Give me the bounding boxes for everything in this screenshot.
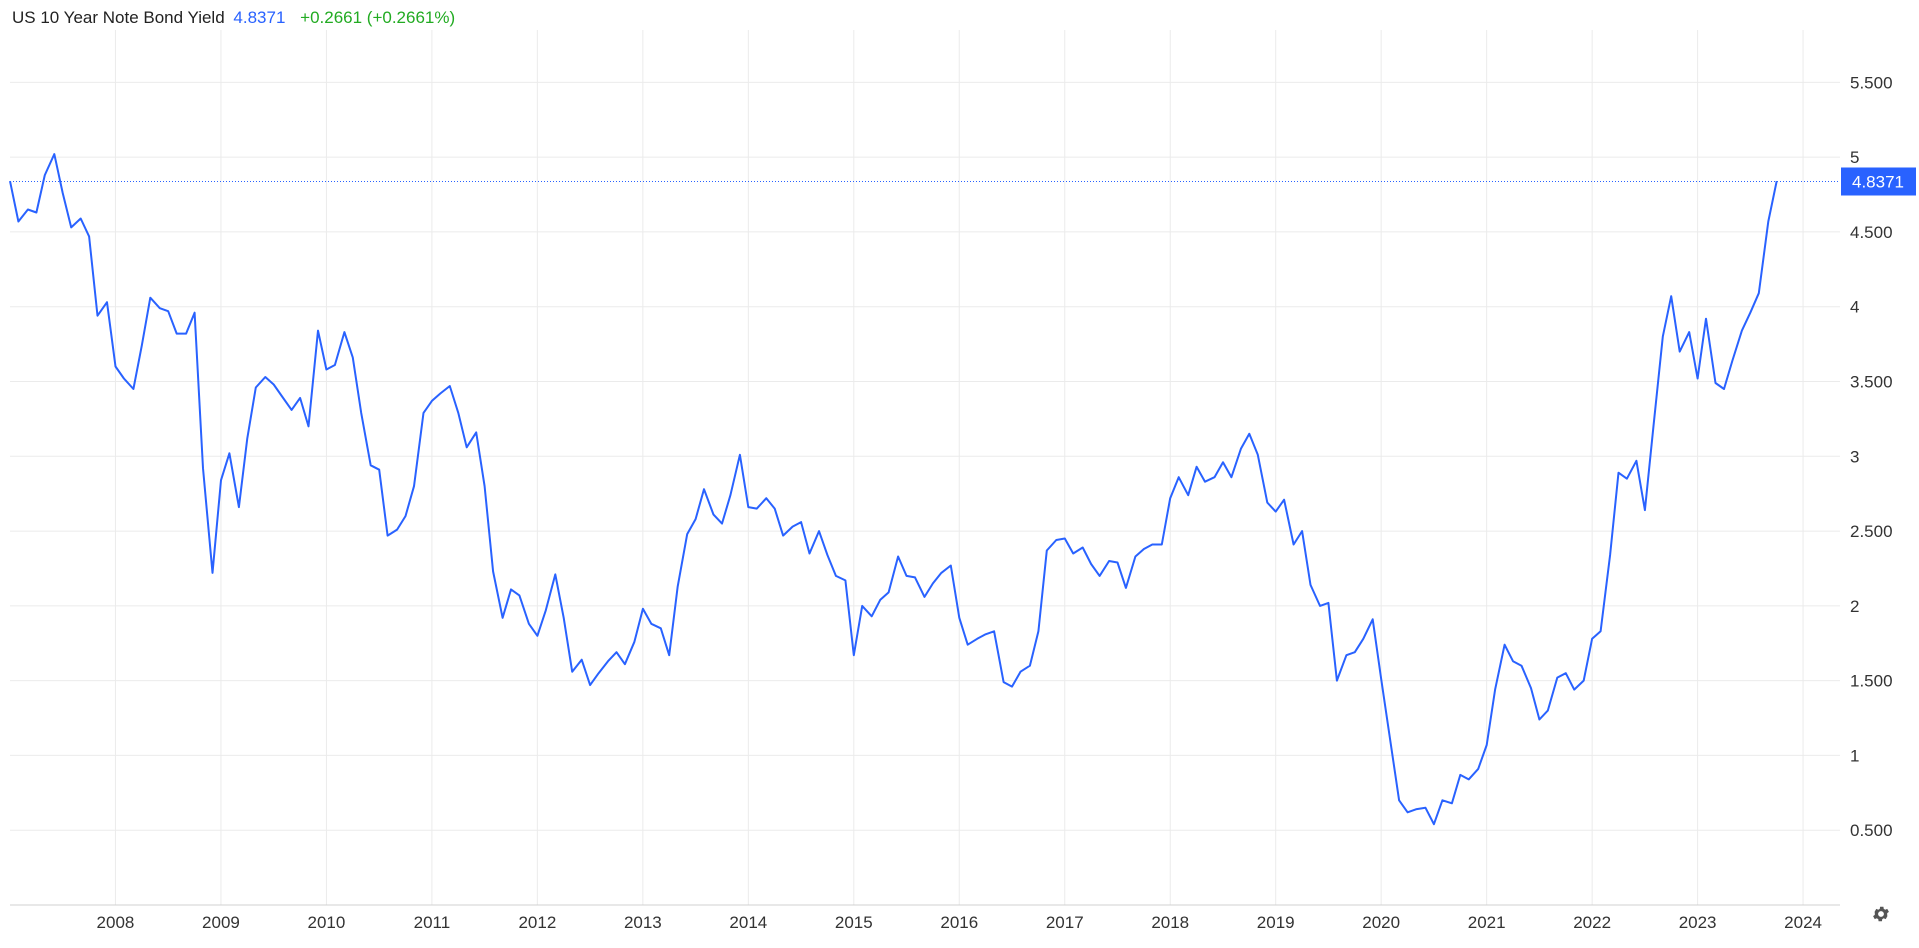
x-tick-label: 2018 [1151,913,1189,932]
y-tick-label: 2 [1850,597,1859,616]
grid-lines [10,30,1840,905]
change-value: +0.2661 (+0.2661%) [300,8,456,27]
settings-button[interactable] [1867,900,1895,928]
x-tick-label: 2009 [202,913,240,932]
series-layer [9,153,1778,826]
chart-title: US 10 Year Note Bond Yield [12,8,225,27]
x-tick-label: 2013 [624,913,662,932]
last-value-marker: 4.8371 [10,167,1916,196]
x-tick-label: 2011 [414,913,451,932]
y-tick-label: 5.500 [1850,73,1893,92]
x-tick-label: 2022 [1573,913,1611,932]
series-line [9,153,1778,826]
y-tick-label: 4 [1850,298,1859,317]
x-tick-label: 2008 [97,913,135,932]
x-tick-label: 2014 [729,913,767,932]
y-tick-label: 3 [1850,447,1859,466]
axes: 0.500 1 1.500 2 2.500 3 3.500 4 4.500 5 5.500 2008 2… [10,73,1893,932]
y-tick-label: 1.500 [1850,672,1893,691]
x-tick-label: 2019 [1257,913,1295,932]
chart-header: US 10 Year Note Bond Yield 4.8371 +0.266… [12,8,455,28]
gear-icon [1873,906,1889,922]
x-tick-label: 2024 [1784,913,1822,932]
y-tick-label: 3.500 [1850,372,1893,391]
x-tick-label: 2017 [1046,913,1084,932]
x-tick-label: 2020 [1362,913,1400,932]
x-tick-label: 2012 [518,913,556,932]
y-tick-label: 0.500 [1850,821,1893,840]
price-tag [1841,167,1916,196]
x-tick-label: 2021 [1468,913,1506,932]
y-tick-label: 2.500 [1850,522,1893,541]
x-tick-label: 2010 [308,913,346,932]
x-tick-label: 2023 [1679,913,1717,932]
x-tick-label: 2016 [940,913,978,932]
x-tick-label: 2015 [835,913,873,932]
price-tag-label: 4.8371 [1852,173,1904,192]
y-tick-label: 4.500 [1850,223,1893,242]
y-tick-label: 5 [1850,148,1859,167]
y-tick-label: 1 [1850,746,1859,765]
last-value: 4.8371 [233,8,286,27]
